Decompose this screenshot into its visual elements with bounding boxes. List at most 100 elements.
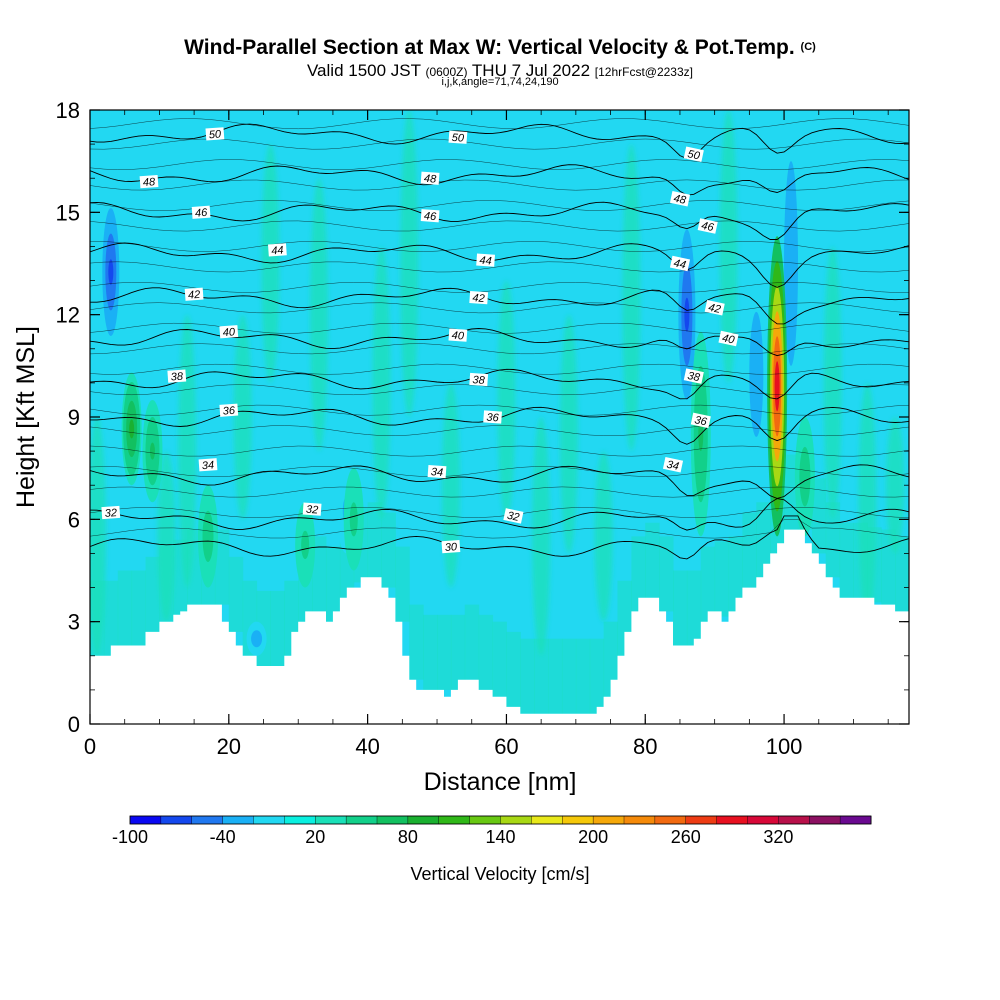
contour-label: 46 xyxy=(191,205,211,220)
isentrope-minor xyxy=(90,138,909,150)
weak-updraft-streak xyxy=(178,314,197,588)
colorbar-tick-label: 20 xyxy=(305,827,325,847)
velocity-texture xyxy=(90,110,909,714)
contour-label-text: 40 xyxy=(222,326,236,339)
isentrope-42 xyxy=(90,287,909,325)
contour-label-text: 38 xyxy=(170,371,184,384)
colorbar-swatch xyxy=(407,815,440,825)
contour-label: 42 xyxy=(704,300,725,316)
colorbar-frame xyxy=(129,815,872,825)
valid-zulu: (0600Z) xyxy=(425,65,468,79)
contour-label-text: 38 xyxy=(686,370,701,384)
valid-date: THU 7 Jul 2022 xyxy=(471,61,591,80)
low-level-updraft-cell xyxy=(742,512,757,588)
contour-label-text: 36 xyxy=(486,412,500,425)
contour-label: 42 xyxy=(469,290,489,305)
weak-updraft-streak xyxy=(441,382,460,588)
low-level-updraft-cell xyxy=(117,570,133,646)
contour-label-box xyxy=(683,368,704,384)
colorbar-swatch xyxy=(376,815,409,825)
isentrope-50 xyxy=(90,123,909,160)
updraft-core xyxy=(129,419,135,439)
colorbar-swatch xyxy=(129,815,162,825)
downdraft-core xyxy=(684,297,690,332)
low-level-updraft-cell xyxy=(159,546,174,622)
contour-label-text: 38 xyxy=(472,374,486,387)
isentrope-minor xyxy=(90,179,909,191)
colorbar-swatch xyxy=(562,815,594,825)
contour-label-text: 42 xyxy=(707,302,721,316)
low-level-updraft-cell xyxy=(325,546,341,622)
low-level-updraft-cell xyxy=(520,638,535,714)
chart-subtitle: Valid 1500 JST (0600Z) THU 7 Jul 2022 [1… xyxy=(0,61,1000,81)
contour-label-text: 48 xyxy=(143,176,157,189)
contour-label-box xyxy=(503,508,524,524)
weak-updraft-streak xyxy=(233,314,252,520)
low-level-updraft-cell xyxy=(756,502,771,578)
valid-prefix: Valid 1500 JST xyxy=(306,61,421,80)
colorbar-swatch xyxy=(685,815,718,825)
contour-label-text: 46 xyxy=(700,220,715,234)
low-level-updraft-cell xyxy=(409,604,424,680)
y-tick-label: 6 xyxy=(68,507,80,532)
isentrope-44 xyxy=(90,242,909,288)
contour-label-box xyxy=(167,369,187,383)
isentrope-minor xyxy=(90,466,909,477)
contour-label-box xyxy=(683,146,704,163)
contour-label: 48 xyxy=(139,174,159,189)
contour-label: 50 xyxy=(683,146,704,163)
contour-label-box xyxy=(469,290,489,305)
colorbar-swatch xyxy=(531,815,563,825)
x-axis-label: Distance [nm] xyxy=(424,768,577,796)
contour-label-box xyxy=(476,253,495,267)
colorbar-swatch xyxy=(500,815,532,825)
weak-updraft-streak xyxy=(559,314,578,554)
updraft-core xyxy=(205,527,211,545)
low-level-updraft-cell xyxy=(145,556,160,632)
y-tick-label: 12 xyxy=(56,303,80,328)
contour-label-text: 50 xyxy=(451,132,465,145)
contour-label: 38 xyxy=(469,372,489,387)
low-level-updraft-cell xyxy=(534,638,549,714)
chart-title-text: Wind-Parallel Section at Max W: Vertical… xyxy=(184,36,795,59)
colorbar-label: Vertical Velocity [cm/s] xyxy=(410,864,589,884)
contour-label: 32 xyxy=(302,502,322,517)
contour-label-text: 44 xyxy=(479,255,492,268)
section-params: i,j,k,angle=71,74,24,190 xyxy=(441,76,559,88)
contour-label: 34 xyxy=(662,457,684,473)
low-level-updraft-cell xyxy=(214,529,230,605)
low-level-updraft-cell xyxy=(548,638,563,714)
updraft-core xyxy=(149,442,155,460)
contour-label: 46 xyxy=(420,209,440,223)
contour-label-text: 50 xyxy=(208,128,222,141)
x-tick-label: 60 xyxy=(494,734,518,759)
x-tick-label: 0 xyxy=(84,734,96,759)
updraft-core xyxy=(351,510,357,528)
contour-label: 48 xyxy=(420,171,440,186)
weak-updraft-streak xyxy=(261,144,280,383)
contour-label-box xyxy=(302,502,322,516)
y-tick-label: 0 xyxy=(68,712,80,737)
low-level-updraft-cell xyxy=(131,570,147,646)
low-level-updraft-cell xyxy=(381,512,396,588)
contour-label-text: 34 xyxy=(202,459,215,472)
contour-label-text: 36 xyxy=(222,405,236,418)
updraft-core xyxy=(302,537,308,553)
contour-label-box xyxy=(448,130,468,144)
contour-label: 34 xyxy=(198,458,218,472)
colorbar-swatch xyxy=(469,815,501,825)
low-level-updraft-cell xyxy=(437,614,452,690)
isentrope-minor xyxy=(90,445,909,457)
contour-label-box xyxy=(441,539,461,554)
contour-label-box xyxy=(662,457,684,473)
weak-updraft-streak xyxy=(372,246,391,520)
weak-updraft-streak xyxy=(497,280,516,520)
low-level-updraft-cell xyxy=(187,529,202,605)
colorbar-swatch xyxy=(592,815,625,825)
low-level-updraft-cell xyxy=(90,580,105,656)
contour-label-box xyxy=(669,255,691,272)
low-level-updraft-cell xyxy=(881,529,896,605)
low-level-updraft-cell xyxy=(270,590,285,667)
isentrope-minor xyxy=(90,363,909,375)
contour-label: 44 xyxy=(476,253,495,268)
